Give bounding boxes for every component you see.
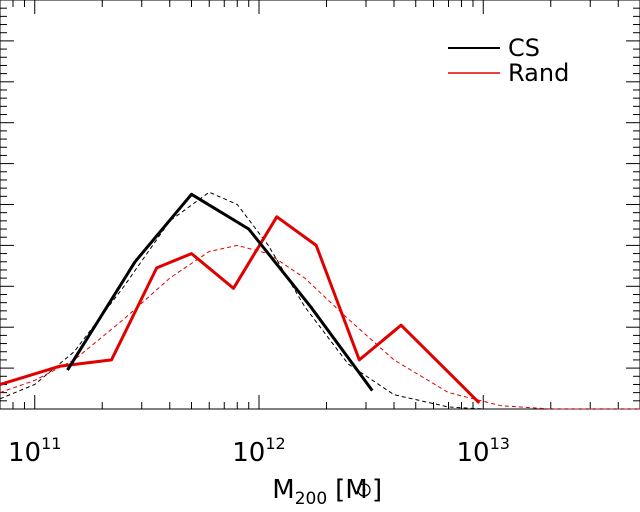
- x-tick-label-base: 10: [8, 438, 41, 468]
- x-tick-label: 1012: [232, 434, 285, 468]
- x-tick-label-exponent: 13: [490, 434, 510, 453]
- x-axis-label-unit-open: [M: [335, 475, 368, 505]
- series-layer: [0, 191, 640, 410]
- series-rand: [0, 215, 481, 404]
- x-tick-label: 1011: [8, 434, 61, 468]
- x-tick-label-exponent: 11: [41, 434, 61, 453]
- x-axis-label: M200 [M: [272, 475, 367, 509]
- x-tick-labels: 1011 1012 1013: [8, 434, 510, 468]
- sun-symbol-icon: [357, 483, 371, 497]
- x-tick-label-exponent: 12: [265, 434, 285, 453]
- x-tick-label-base: 10: [232, 438, 265, 468]
- series-cs-fit: [0, 191, 484, 410]
- x-tick-label-base: 10: [457, 438, 490, 468]
- x-axis-label-main: M: [272, 475, 294, 505]
- x-axis-label-unit-close: ]: [372, 475, 382, 505]
- legend-label-cs: CS: [508, 34, 540, 62]
- plot-frame: [0, 0, 640, 410]
- legend-label-rand: Rand: [508, 59, 569, 87]
- x-axis-label-sub: 200: [295, 489, 327, 509]
- x-tick-label: 1013: [457, 434, 510, 468]
- legend: CS Rand: [448, 34, 569, 87]
- axis-ticks: [0, 0, 640, 410]
- series-cs: [66, 192, 374, 392]
